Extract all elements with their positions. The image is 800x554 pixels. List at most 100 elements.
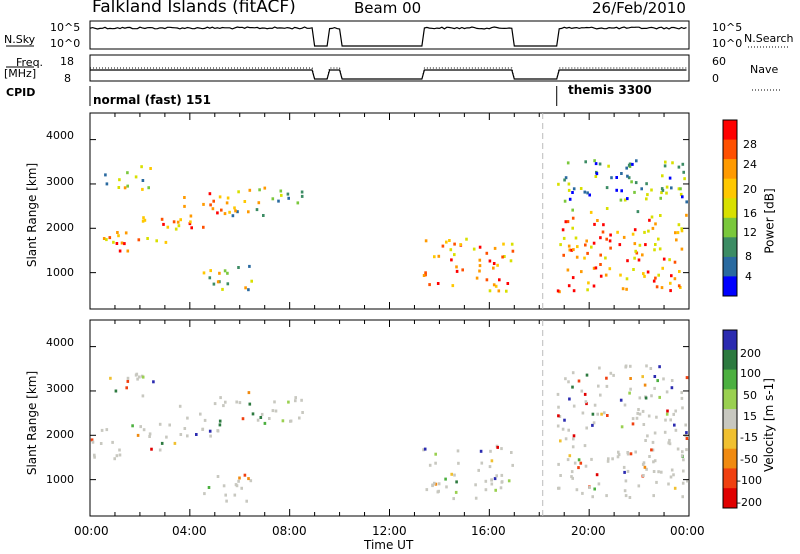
power-pixel bbox=[117, 234, 120, 238]
velocity-pixel bbox=[454, 490, 458, 494]
velocity-pixel bbox=[499, 486, 503, 490]
velocity-pixel bbox=[93, 453, 96, 457]
velocity-pixel bbox=[674, 428, 678, 432]
velocity-pixel bbox=[592, 421, 596, 425]
velocity-pixel bbox=[650, 448, 653, 452]
power-pixel bbox=[623, 198, 627, 202]
velocity-pixel bbox=[556, 424, 560, 428]
power-colorbar-segment bbox=[723, 276, 737, 297]
velocity-pixel bbox=[431, 483, 434, 487]
power-pixel bbox=[478, 245, 482, 249]
velocity-pixel bbox=[423, 447, 427, 451]
power-pixel bbox=[488, 289, 492, 293]
power-ylabel: Slant Range [km] bbox=[25, 162, 40, 268]
velocity-pixel bbox=[173, 441, 177, 445]
power-pixel bbox=[679, 187, 682, 191]
power-ytick-3000: 3000 bbox=[46, 175, 74, 188]
power-pixel bbox=[653, 248, 656, 252]
power-pixel bbox=[220, 208, 223, 212]
power-pixel bbox=[657, 273, 660, 277]
vel-ytick-4000: 4000 bbox=[46, 336, 74, 349]
nave-tick-high: 60 bbox=[712, 55, 726, 68]
velocity-pixel bbox=[605, 494, 608, 498]
power-pixel bbox=[208, 192, 212, 196]
velocity-pixel bbox=[665, 412, 669, 416]
velocity-pixel bbox=[474, 483, 477, 487]
power-pixel bbox=[247, 210, 250, 214]
power-pixel bbox=[424, 271, 427, 275]
power-pixel bbox=[609, 246, 612, 250]
power-colorbar-segment bbox=[723, 178, 737, 199]
velocity-pixel bbox=[263, 421, 267, 425]
power-pixel bbox=[626, 174, 629, 178]
power-pixel bbox=[567, 182, 571, 186]
velocity-pixel bbox=[490, 478, 493, 482]
xtick-6: 00:00 bbox=[670, 524, 705, 538]
power-pixel bbox=[572, 289, 576, 293]
cpid-label: CPID bbox=[6, 86, 36, 99]
power-pixel bbox=[146, 237, 149, 240]
velocity-pixel bbox=[91, 440, 95, 444]
velocity-pixel bbox=[557, 414, 560, 418]
power-pixel bbox=[599, 263, 602, 266]
velocity-pixel bbox=[590, 457, 593, 461]
power-pixel bbox=[648, 218, 651, 222]
velocity-pixel bbox=[591, 423, 594, 427]
power-pixel bbox=[679, 192, 683, 196]
velocity-pixel bbox=[168, 423, 171, 427]
velocity-pixel bbox=[685, 431, 688, 435]
power-pixel bbox=[640, 187, 643, 191]
velocity-pixel bbox=[148, 432, 152, 436]
velocity-pixel bbox=[510, 451, 513, 454]
velocity-pixel bbox=[631, 422, 635, 426]
power-tick-1: 24 bbox=[743, 158, 757, 171]
velocity-panel bbox=[89, 319, 690, 517]
power-pixel bbox=[671, 161, 674, 165]
velocity-pixel bbox=[566, 458, 570, 462]
velocity-pixel bbox=[685, 437, 689, 440]
power-pixel bbox=[228, 210, 231, 214]
vel-tick-6: -100 bbox=[737, 474, 762, 487]
power-pixel bbox=[633, 242, 637, 246]
power-pixel bbox=[124, 231, 128, 235]
power-pixel bbox=[120, 241, 124, 245]
velocity-pixel bbox=[218, 419, 222, 423]
power-pixel bbox=[141, 219, 145, 223]
velocity-pixel bbox=[247, 391, 251, 395]
velocity-pixel bbox=[556, 392, 560, 396]
power-pixel bbox=[670, 274, 673, 278]
power-pixel bbox=[630, 180, 633, 184]
power-pixel bbox=[478, 258, 482, 262]
velocity-pixel bbox=[670, 468, 674, 472]
power-pixel bbox=[257, 201, 261, 205]
velocity-pixel bbox=[636, 411, 639, 415]
power-pixel bbox=[608, 239, 612, 243]
velocity-pixel bbox=[583, 444, 587, 448]
power-pixel bbox=[668, 258, 671, 262]
velocity-pixel bbox=[289, 419, 292, 423]
power-pixel bbox=[123, 242, 126, 246]
power-pixel bbox=[583, 256, 586, 260]
power-pixel bbox=[445, 240, 448, 244]
velocity-pixel bbox=[629, 364, 632, 368]
velocity-pixel bbox=[658, 395, 661, 399]
power-pixel bbox=[496, 263, 499, 267]
velocity-pixel bbox=[681, 406, 684, 410]
velocity-pixel bbox=[148, 435, 151, 438]
velocity-pixel bbox=[237, 479, 240, 483]
velocity-pixel bbox=[178, 404, 182, 408]
velocity-colorbar-segment bbox=[723, 448, 737, 469]
power-pixel bbox=[645, 197, 648, 201]
velocity-pixel bbox=[622, 465, 626, 469]
power-pixel bbox=[236, 210, 239, 214]
power-pixel bbox=[626, 259, 629, 263]
power-pixel bbox=[102, 237, 106, 240]
power-pixel bbox=[619, 198, 623, 202]
velocity-pixel bbox=[249, 479, 253, 483]
velocity-pixel bbox=[224, 400, 227, 404]
power-pixel bbox=[255, 208, 259, 212]
power-pixel bbox=[202, 202, 205, 206]
freq-trace bbox=[90, 69, 687, 80]
velocity-pixel bbox=[624, 365, 627, 369]
velocity-pixel bbox=[213, 402, 217, 406]
